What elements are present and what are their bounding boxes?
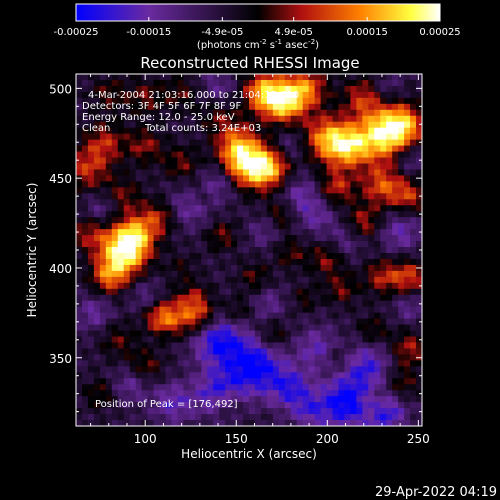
y-tick-label: 400 [49, 262, 72, 276]
colorbar-tick-label: 0.00025 [419, 27, 460, 38]
annotation-time: 4-Mar-2004 21:03:16.000 to 21:04:16.000 [88, 90, 299, 101]
y-axis: 350 400 450 500 [49, 82, 422, 413]
y-tick-label: 500 [49, 82, 72, 96]
colorbar [76, 4, 440, 21]
x-axis-label: Heliocentric X (arcsec) [181, 447, 317, 461]
x-axis: 100 150 200 250 [90, 74, 430, 446]
y-tick-label: 450 [49, 172, 72, 186]
annotation-counts: Total counts: 3.24E+03 [144, 123, 261, 134]
colorbar-ticks: -0.00025 -0.00015 -4.9e-05 4.9e-05 0.00015 0.… [54, 17, 461, 38]
x-tick-label: 250 [407, 432, 430, 446]
x-tick-label: 200 [316, 432, 339, 446]
y-tick-label: 350 [49, 352, 72, 366]
annotation-method: Clean [82, 123, 110, 134]
colorbar-tick-label: 0.00015 [347, 27, 388, 38]
colorbar-tick-label: -0.00025 [54, 27, 99, 38]
colorbar-units: (photons cm-2 s-1 asec-2) [197, 38, 319, 51]
x-tick-label: 100 [134, 432, 157, 446]
annotation-detectors: Detectors: 3F 4F 5F 6F 7F 8F 9F [82, 101, 241, 112]
x-tick-label: 150 [225, 432, 248, 446]
colorbar-tick-label: -4.9e-05 [201, 27, 243, 38]
colorbar-frame [75, 3, 441, 22]
y-axis-label: Heliocentric Y (arcsec) [25, 183, 39, 318]
annotation-peak: Position of Peak = [176,492] [95, 399, 238, 410]
colorbar-tick-label: 4.9e-05 [274, 27, 312, 38]
chart-title: Reconstructed RHESSI Image [140, 54, 359, 72]
heatmap-image [76, 74, 422, 426]
colorbar-tick-label: -0.00015 [126, 27, 171, 38]
footer-timestamp: 29-Apr-2022 04:19 [375, 485, 497, 500]
annotation-energy: Energy Range: 12.0 - 25.0 keV [82, 112, 235, 123]
